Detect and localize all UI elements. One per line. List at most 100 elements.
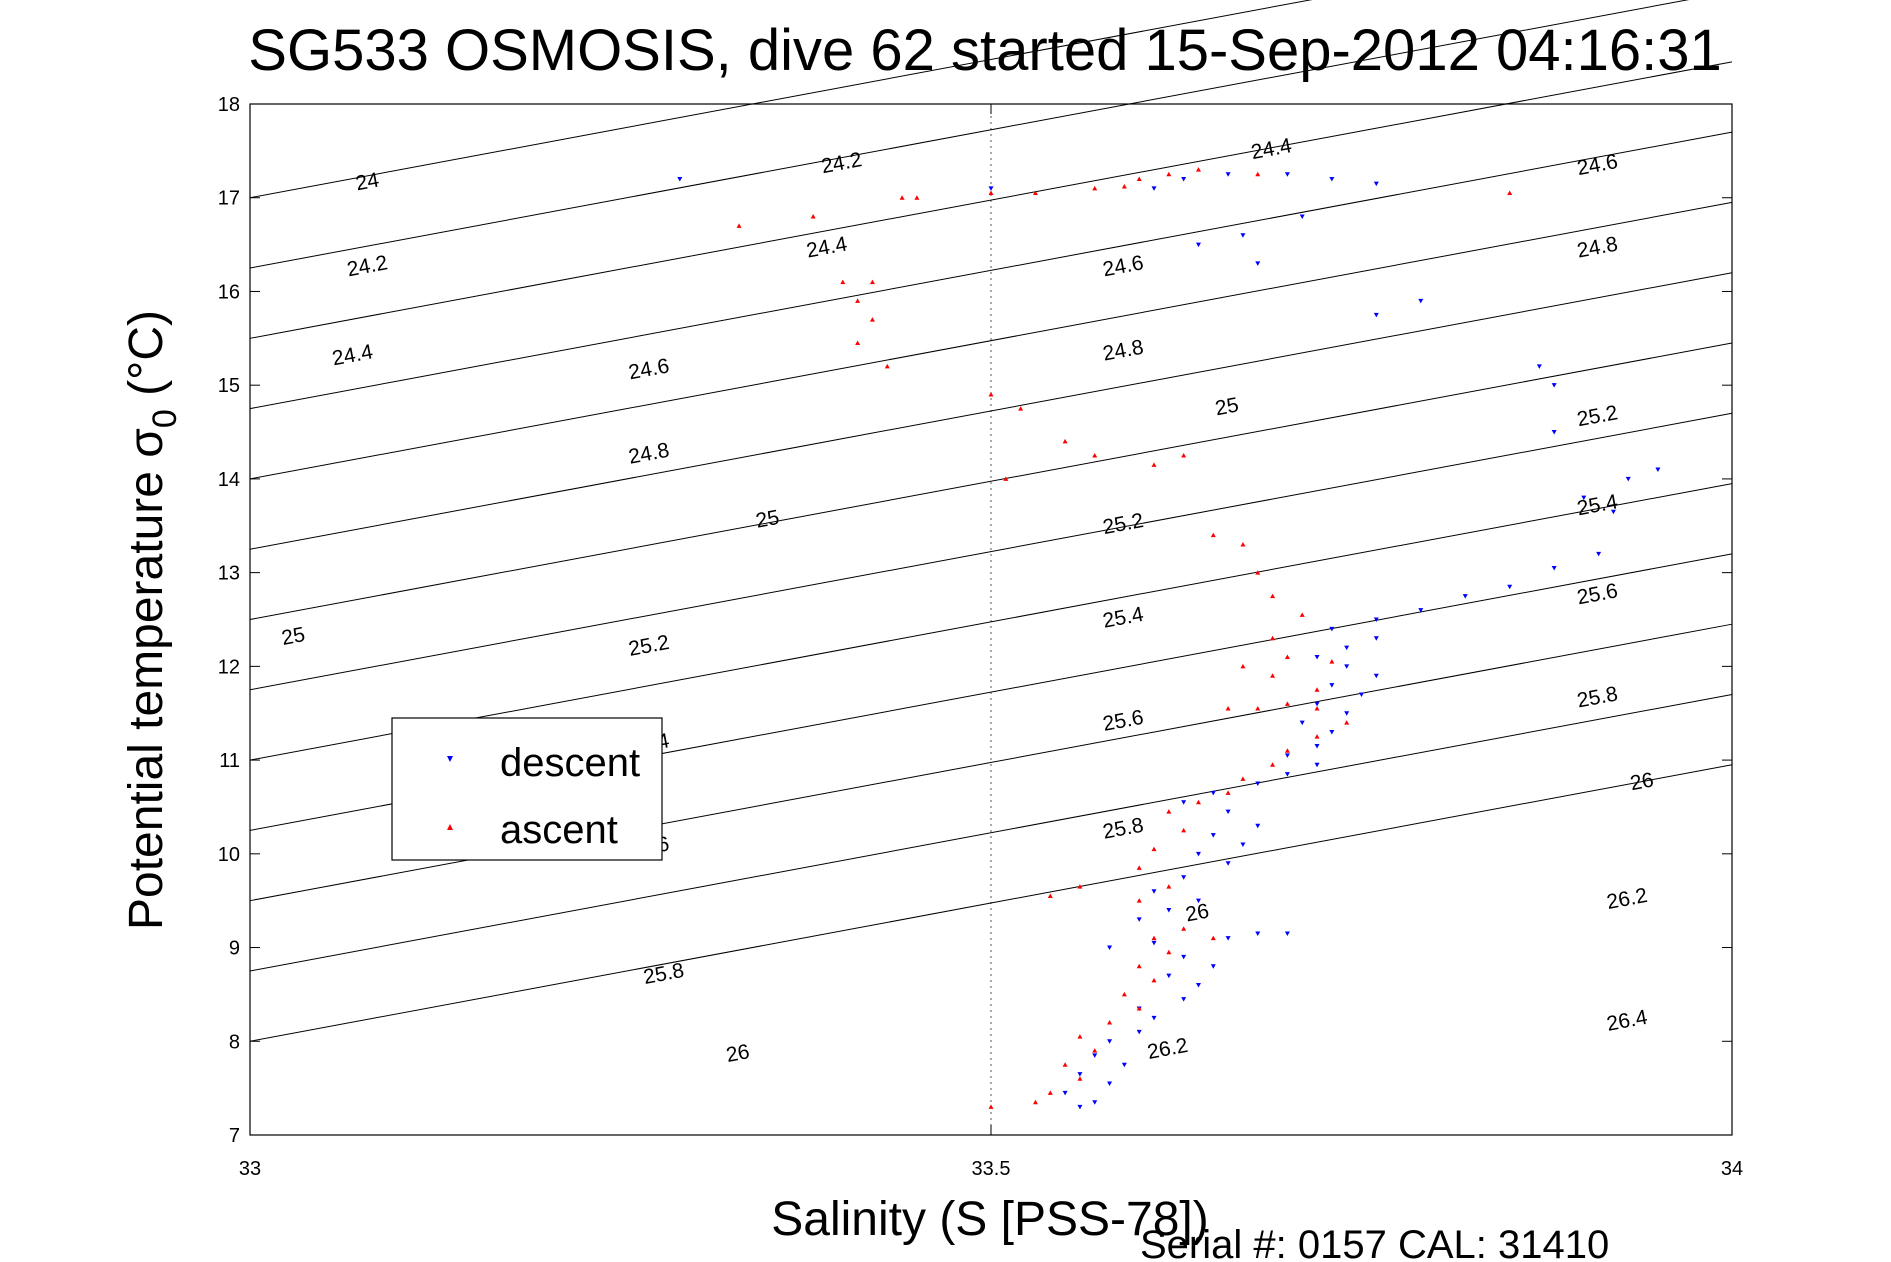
y-tick-label: 9 xyxy=(229,938,240,960)
descent-point xyxy=(1240,233,1246,238)
descent-point xyxy=(1314,701,1320,707)
descent-point xyxy=(1536,364,1542,369)
ascent-point xyxy=(1225,706,1231,711)
y-tick-label: 7 xyxy=(229,1125,240,1147)
ascent-point xyxy=(1299,612,1305,617)
ascent-point xyxy=(1136,865,1142,870)
ascent-point xyxy=(1270,673,1276,678)
ascent-point xyxy=(1121,991,1127,997)
descent-point xyxy=(1344,664,1350,669)
y-axis-label-subscript: 0 xyxy=(146,409,184,428)
ascent-point xyxy=(1181,926,1187,931)
descent-point xyxy=(1136,1029,1142,1035)
ascent-point xyxy=(1225,790,1231,795)
y-axis-label-main: Potential temperature σ xyxy=(120,428,173,930)
legend-box xyxy=(391,717,663,861)
y-tick-label: 18 xyxy=(218,94,240,116)
ascent-point xyxy=(988,190,994,196)
ascent-point xyxy=(1136,963,1142,969)
ascent-point xyxy=(1195,799,1201,805)
ascent-point xyxy=(1003,476,1009,481)
ascent-point xyxy=(1151,846,1157,852)
ascent-point xyxy=(810,213,816,219)
descent-point xyxy=(1284,172,1290,177)
ascent-point xyxy=(1284,748,1290,753)
ascent-point xyxy=(1507,190,1513,196)
descent-point xyxy=(1151,889,1157,894)
ascent-point xyxy=(1181,827,1187,833)
contour-label: 26 xyxy=(1184,900,1211,927)
ascent-point xyxy=(869,317,875,322)
ascent-point xyxy=(1018,406,1024,411)
descent-point xyxy=(1151,186,1157,191)
descent-point xyxy=(1314,762,1320,768)
descent-point xyxy=(1121,1062,1127,1068)
ascent-point xyxy=(1032,1099,1038,1105)
ascent-point xyxy=(1314,706,1320,711)
y-tick-label: 12 xyxy=(218,656,240,678)
ascent-point xyxy=(1344,720,1350,725)
descent-point xyxy=(1181,875,1187,880)
ascent-point xyxy=(1136,1005,1142,1011)
x-tick-label: 34 xyxy=(1721,1158,1743,1180)
isopycnal-line xyxy=(249,0,1690,269)
descent-point xyxy=(1225,936,1231,941)
ascent-point xyxy=(1166,171,1172,177)
isopycnal-line xyxy=(249,412,1733,691)
ascent-point xyxy=(869,279,875,285)
descent-point xyxy=(1107,1039,1113,1044)
ascent-point xyxy=(1255,706,1261,711)
ascent-point xyxy=(1077,884,1083,889)
legend-marker-ascent xyxy=(447,824,453,830)
descent-point xyxy=(1344,711,1350,716)
descent-point xyxy=(1210,790,1216,796)
ascent-point xyxy=(1092,452,1098,458)
ascent-point xyxy=(1210,935,1216,941)
descent-point xyxy=(1225,172,1231,177)
descent-point xyxy=(1255,823,1261,829)
contour-label: 25 xyxy=(1213,393,1240,420)
contour-label: 25 xyxy=(280,623,307,650)
ascent-point xyxy=(1092,1048,1098,1053)
descent-point xyxy=(1314,654,1320,660)
ascent-point xyxy=(1240,663,1246,669)
descent-point xyxy=(1284,772,1290,777)
descent-point xyxy=(1373,181,1379,187)
descent-point xyxy=(1551,383,1557,388)
descent-point xyxy=(1551,565,1557,571)
descent-point xyxy=(1462,594,1468,599)
ascent-point xyxy=(1255,570,1261,575)
descent-point xyxy=(1225,861,1231,866)
ascent-point xyxy=(988,392,994,397)
legend-label-descent: descent xyxy=(500,741,640,785)
y-tick-label: 8 xyxy=(229,1031,240,1053)
y-tick-label: 16 xyxy=(218,281,240,303)
ascent-point xyxy=(988,1104,994,1109)
descent-point xyxy=(1551,430,1557,435)
descent-point xyxy=(1181,176,1187,182)
isopycnal-line xyxy=(249,201,1733,480)
descent-point xyxy=(988,186,994,191)
y-tick-label: 11 xyxy=(219,750,240,772)
descent-point xyxy=(1329,176,1335,182)
isopycnal-line xyxy=(249,61,1733,339)
descent-point xyxy=(1581,495,1587,501)
descent-point xyxy=(1255,781,1261,787)
y-tick-label: 13 xyxy=(218,563,240,585)
ascent-point xyxy=(1270,593,1276,599)
ascent-point xyxy=(1166,949,1172,955)
descent-point xyxy=(1166,908,1172,913)
isopycnal-line xyxy=(249,342,1733,620)
descent-point xyxy=(1507,584,1513,590)
contour-label: 24 xyxy=(354,168,381,195)
descent-point xyxy=(1299,720,1305,726)
ascent-point xyxy=(1270,635,1276,641)
descent-point xyxy=(1195,983,1201,988)
descent-point xyxy=(1284,753,1290,758)
ascent-point xyxy=(1314,687,1320,692)
ascent-point xyxy=(1032,190,1038,196)
series-descent xyxy=(677,172,1661,1110)
descent-point xyxy=(1210,833,1216,838)
descent-point xyxy=(1314,744,1320,749)
isopycnal-line xyxy=(249,483,1733,761)
